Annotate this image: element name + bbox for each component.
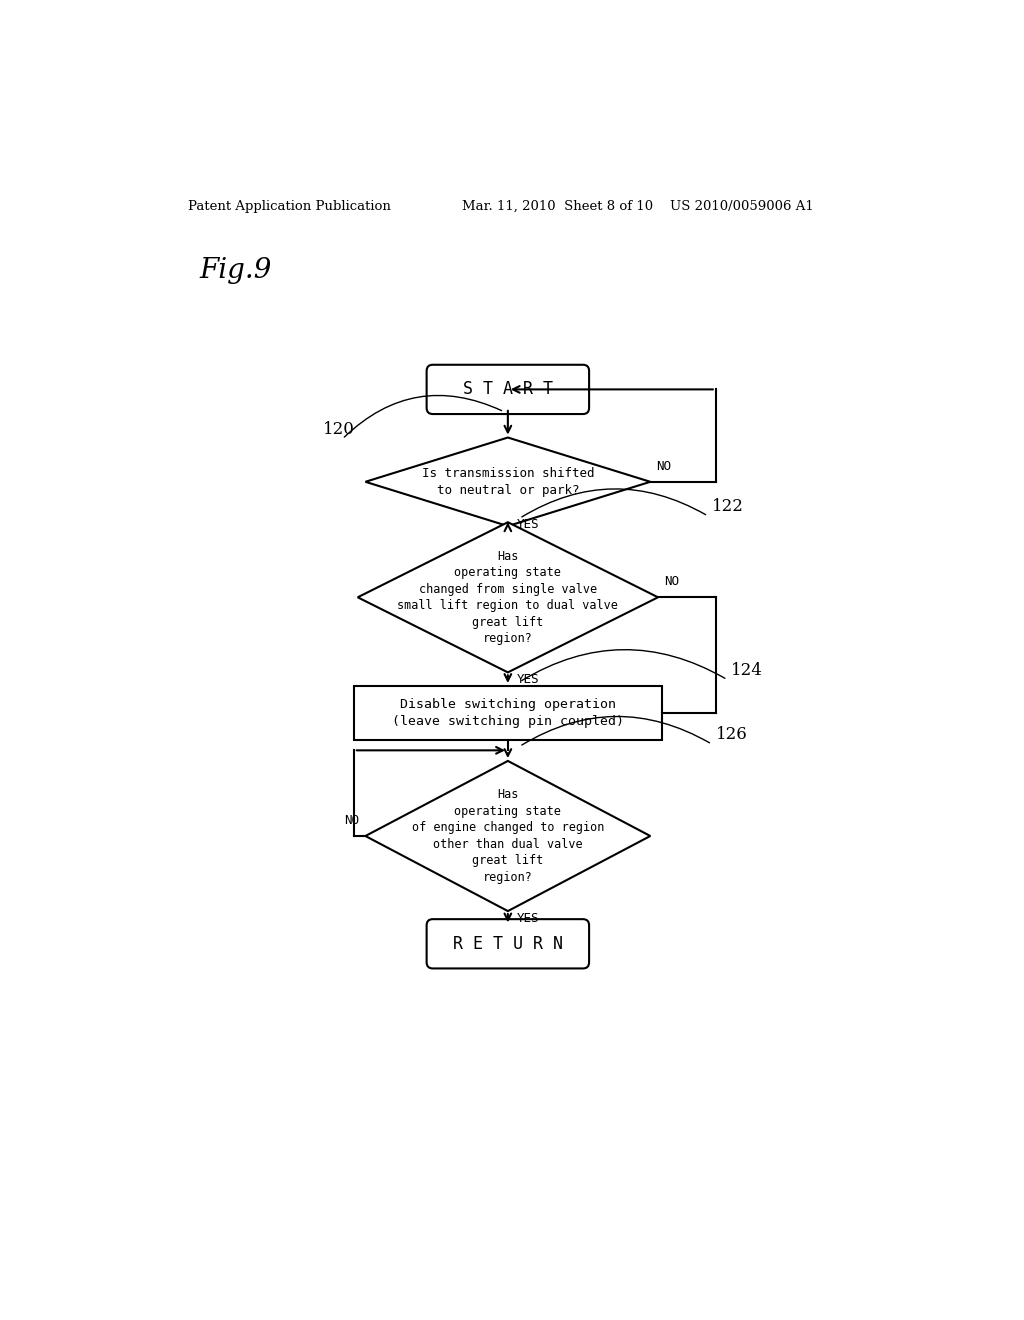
Text: NO: NO bbox=[656, 459, 672, 473]
Text: 124: 124 bbox=[731, 661, 763, 678]
Text: Has
operating state
of engine changed to region
other than dual valve
great lift: Has operating state of engine changed to… bbox=[412, 788, 604, 884]
Text: YES: YES bbox=[517, 673, 540, 685]
Text: Has
operating state
changed from single valve
small lift region to dual valve
gr: Has operating state changed from single … bbox=[397, 549, 618, 645]
Text: 120: 120 bbox=[323, 421, 355, 438]
Text: NO: NO bbox=[344, 813, 359, 826]
Text: Patent Application Publication: Patent Application Publication bbox=[188, 199, 391, 213]
Text: YES: YES bbox=[517, 912, 540, 925]
Text: NO: NO bbox=[665, 576, 679, 589]
Polygon shape bbox=[366, 760, 650, 911]
Bar bbox=[354, 686, 662, 739]
Text: 122: 122 bbox=[712, 499, 743, 515]
Polygon shape bbox=[366, 437, 650, 527]
Text: Fig.9: Fig.9 bbox=[200, 256, 272, 284]
Text: R E T U R N: R E T U R N bbox=[453, 935, 563, 953]
Text: YES: YES bbox=[517, 517, 540, 531]
Text: Disable switching operation
(leave switching pin coupled): Disable switching operation (leave switc… bbox=[392, 698, 624, 727]
Text: US 2010/0059006 A1: US 2010/0059006 A1 bbox=[670, 199, 813, 213]
FancyBboxPatch shape bbox=[427, 919, 589, 969]
Polygon shape bbox=[357, 523, 658, 672]
Text: Mar. 11, 2010  Sheet 8 of 10: Mar. 11, 2010 Sheet 8 of 10 bbox=[462, 199, 652, 213]
Text: 126: 126 bbox=[716, 726, 748, 743]
Text: S T A R T: S T A R T bbox=[463, 380, 553, 399]
FancyBboxPatch shape bbox=[427, 364, 589, 414]
Text: Is transmission shifted
to neutral or park?: Is transmission shifted to neutral or pa… bbox=[422, 467, 594, 496]
